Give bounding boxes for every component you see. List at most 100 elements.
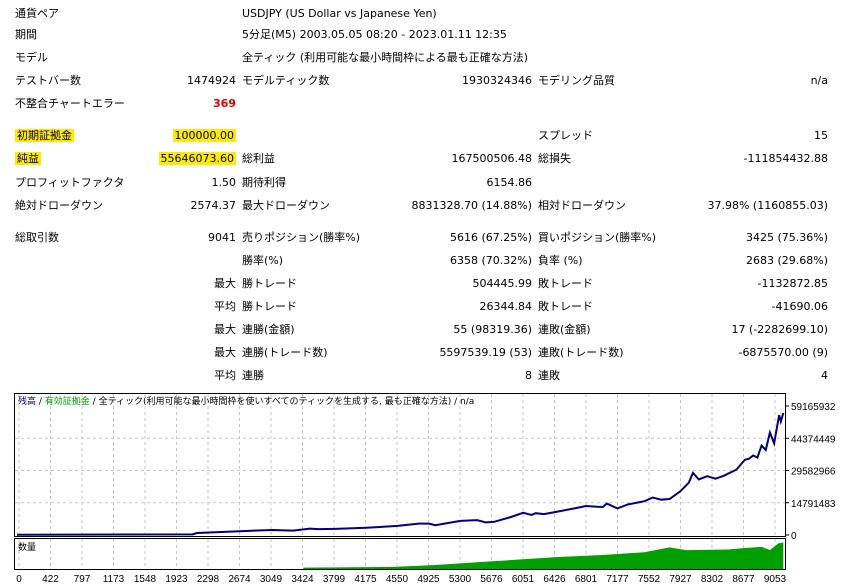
report-value: 100000.00 <box>172 129 236 142</box>
x-tick-label: 0 <box>16 574 22 585</box>
x-tick-label: 8302 <box>701 574 724 585</box>
report-label: 敗トレード <box>538 277 593 290</box>
report-label: スプレッド <box>538 129 593 142</box>
report-label: 純益 <box>15 152 41 165</box>
report-value: 6154.86 <box>486 176 533 189</box>
chart-title-sep1: / <box>36 397 45 407</box>
x-tick-label: 5676 <box>480 574 503 585</box>
balance-chart: 0 422 797 1173 1548 1923 2298 2674 3049 3424 3799 4… <box>14 393 836 585</box>
report-value: n/a <box>810 74 828 87</box>
report-label: モデリング品質 <box>538 74 615 87</box>
report-row: 初期証拠金 100000.00 スプレッド 15 <box>0 126 844 146</box>
report-label: 初期証拠金 <box>15 129 74 142</box>
report-value: 1.50 <box>211 176 237 189</box>
report-label: 連敗 <box>538 369 560 382</box>
report-value: 全ティック (利用可能な最小時間枠による最も正確な方法) <box>242 51 529 64</box>
report-row: 勝率(%) 6358 (70.32%) 負率 (%) 2683 (29.68%) <box>0 251 844 271</box>
report-value: 504445.99 <box>472 277 533 290</box>
report-row: 平均 連勝 8 連敗 4 <box>0 366 844 386</box>
x-tick-label: 3424 <box>291 574 314 585</box>
main-plot-frame <box>14 393 786 537</box>
report-row: 総取引数 9041 売りポジション(勝率%) 5616 (67.25%) 買いポジション… <box>0 228 844 248</box>
report-value: 37.98% (1160855.03) <box>707 199 828 212</box>
x-tick-label: 1548 <box>134 574 157 585</box>
chart-title-balance: 残高 <box>18 395 36 407</box>
highlight-mark: 55646073.60 <box>158 149 236 169</box>
x-tick-label: 3049 <box>260 574 283 585</box>
report-label: 総利益 <box>242 152 275 165</box>
report-row: 純益 55646073.60 総利益 167500506.48 総損失 -11185443… <box>0 149 844 169</box>
report-row: 最大 連勝(トレード数) 5597539.19 (53) 連敗(トレード数) -6875… <box>0 343 844 363</box>
report-label: 連敗(トレード数) <box>538 346 624 359</box>
x-tick-label: 9053 <box>764 574 787 585</box>
report-label: 連敗(金額) <box>538 323 591 336</box>
x-tick-label: 7927 <box>669 574 692 585</box>
report-label: 絶対ドローダウン <box>15 199 103 212</box>
report-value: 最大 <box>214 323 236 336</box>
report-label: 最大ドローダウン <box>242 199 330 212</box>
report-value: 1930324346 <box>462 74 532 87</box>
x-tick-label: 2674 <box>228 574 251 585</box>
report-row: モデル 全ティック (利用可能な最小時間枠による最も正確な方法) <box>0 48 844 68</box>
x-tick-label: 7177 <box>606 574 629 585</box>
report-label: 期待利得 <box>242 176 286 189</box>
report-label: モデル <box>15 51 48 64</box>
x-tick-label: 2298 <box>197 574 220 585</box>
report-label: 勝トレード <box>242 277 297 290</box>
x-tick-label: 422 <box>42 574 59 585</box>
report-row: テストバー数 1474924 モデルティック数 1930324346 モデリング品質 n/… <box>0 71 844 91</box>
x-tick-label: 6801 <box>575 574 598 585</box>
x-tick-label: 6426 <box>543 574 566 585</box>
report-label: 連勝 <box>242 369 264 382</box>
report-value: 9041 <box>208 231 236 244</box>
report-row: プロフィットファクタ 1.50 期待利得 6154.86 <box>0 173 844 193</box>
report-label: 総取引数 <box>15 231 59 244</box>
y-tick-label: 29582966 <box>791 467 836 478</box>
report-value: 2683 (29.68%) <box>745 254 828 267</box>
x-tick-label: 3799 <box>323 574 346 585</box>
chart-title-sep3: / <box>451 397 460 407</box>
report-label: テストバー数 <box>15 74 81 87</box>
report-value: 26344.84 <box>479 300 533 313</box>
report-row: 平均 勝トレード 26344.84 敗トレード -41690.06 <box>0 297 844 317</box>
report-value: 2574.37 <box>190 199 237 212</box>
x-tick-label: 1173 <box>103 574 125 585</box>
report-value: -1132872.85 <box>757 277 828 290</box>
report-row: 最大 連勝(金額) 55 (98319.36) 連敗(金額) 17 (-2282699.… <box>0 320 844 340</box>
report-value: 55646073.60 <box>158 152 236 165</box>
highlight-mark: 100000.00 <box>172 126 236 146</box>
x-tick-label: 4175 <box>354 574 377 585</box>
report-label: 総損失 <box>538 152 571 165</box>
report-value: 17 (-2282699.10) <box>731 323 828 336</box>
chart-title-equity: 有効証拠金 <box>45 395 90 407</box>
x-tick-label: 6051 <box>512 574 535 585</box>
report-value: 平均 <box>214 369 236 382</box>
report-row: 最大 勝トレード 504445.99 敗トレード -1132872.85 <box>0 274 844 294</box>
report-value: -6875570.00 (9) <box>738 346 828 359</box>
report-row: 通貨ペア USDJPY (US Dollar vs Japanese Yen) <box>0 4 844 24</box>
x-tick-label: 5300 <box>449 574 472 585</box>
y-tick-label: 14791483 <box>791 499 836 510</box>
report-value: 4 <box>821 369 828 382</box>
report-value: 5597539.19 (53) <box>439 346 532 359</box>
chart-title-sep2: / <box>90 397 99 407</box>
report-label: 相対ドローダウン <box>538 199 626 212</box>
report-label: 敗トレード <box>538 300 593 313</box>
x-tick-label: 1923 <box>165 574 188 585</box>
report-label: 勝率(%) <box>242 254 284 267</box>
balance-line <box>16 412 785 536</box>
x-tick-label: 8677 <box>732 574 755 585</box>
report-label: 期間 <box>15 28 37 41</box>
y-tick-label: 59165932 <box>791 402 836 413</box>
report-label: 不整合チャートエラー <box>15 97 125 110</box>
chart-title: 残高 / 有効証拠金 / 全ティック(利用可能な最小時間枠を使いすべてのティック… <box>18 395 474 407</box>
report-value: 5分足(M5) 2003.05.05 08:20 - 2023.01.11 12… <box>242 28 507 41</box>
report-label: 通貨ペア <box>15 7 59 20</box>
report-label: 連勝(トレード数) <box>242 346 328 359</box>
volume-label: 数量 <box>18 541 36 553</box>
y-tick-label: 0 <box>791 531 797 542</box>
report-value: 15 <box>814 129 828 142</box>
report-value: 3425 (75.36%) <box>745 231 828 244</box>
chart-title-quality: n/a <box>460 397 474 407</box>
report-value: -41690.06 <box>771 300 828 313</box>
